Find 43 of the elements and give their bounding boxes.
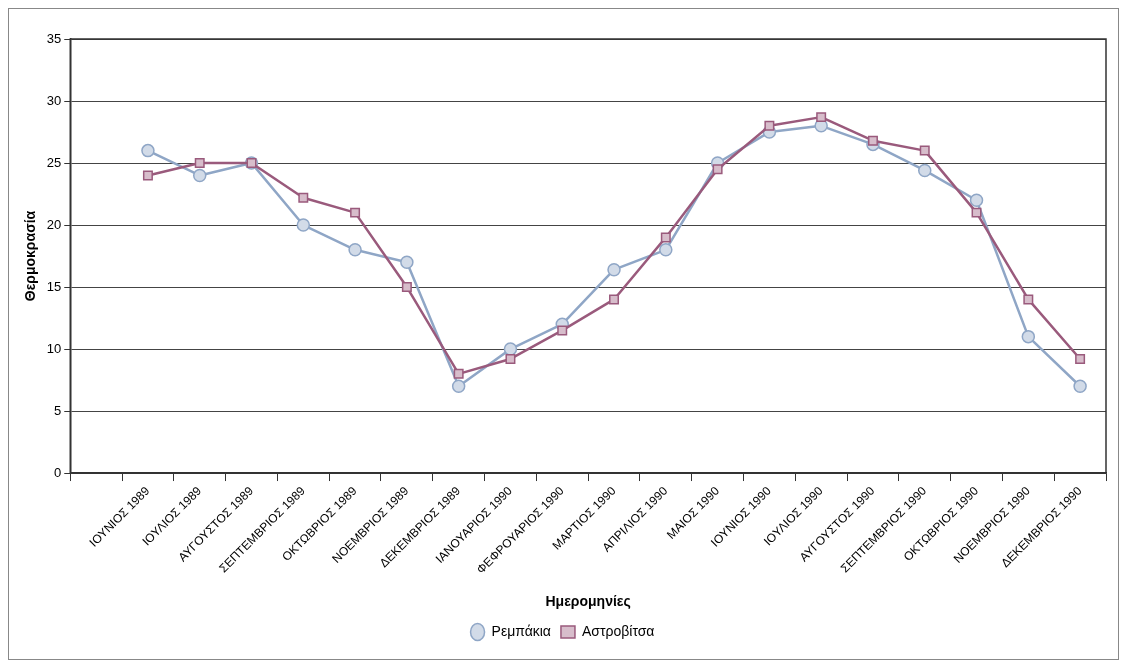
legend-label: Ρεμπάκια bbox=[491, 622, 551, 639]
point bbox=[1073, 379, 1087, 393]
point bbox=[712, 164, 723, 175]
y-axis-title: Θερμοκρασία bbox=[22, 210, 39, 302]
y-tick-label: 10 bbox=[46, 340, 62, 356]
point bbox=[1023, 294, 1034, 305]
y-tick-label: 25 bbox=[46, 154, 62, 170]
point bbox=[764, 120, 775, 131]
y-tick-label: 0 bbox=[54, 464, 62, 480]
point bbox=[969, 193, 984, 207]
y-tick-label: 20 bbox=[46, 216, 62, 232]
point bbox=[451, 379, 466, 393]
point bbox=[816, 112, 827, 123]
y-tick-label: 5 bbox=[54, 402, 62, 418]
x-axis-title: Ημερομηνίες bbox=[545, 593, 631, 610]
point bbox=[919, 145, 930, 156]
point bbox=[505, 353, 516, 364]
point bbox=[194, 158, 205, 169]
point bbox=[971, 207, 982, 218]
point bbox=[296, 218, 311, 232]
point bbox=[557, 325, 568, 336]
point bbox=[918, 163, 932, 178]
point bbox=[298, 192, 309, 203]
point bbox=[348, 243, 362, 257]
point bbox=[350, 207, 361, 218]
y-tick-label: 15 bbox=[46, 278, 62, 294]
point bbox=[401, 282, 412, 293]
point bbox=[1075, 353, 1086, 364]
point bbox=[867, 135, 878, 146]
point bbox=[1021, 329, 1036, 344]
point bbox=[141, 143, 155, 158]
y-tick-label: 35 bbox=[46, 30, 62, 46]
point bbox=[607, 262, 621, 277]
point bbox=[400, 255, 414, 269]
point bbox=[142, 170, 153, 181]
point bbox=[453, 368, 464, 379]
point bbox=[192, 168, 207, 183]
point bbox=[659, 243, 673, 257]
point bbox=[503, 342, 518, 356]
point bbox=[660, 232, 671, 243]
legend-label: Αστροβίτσα bbox=[581, 622, 655, 639]
point bbox=[609, 294, 620, 305]
y-tick-label: 30 bbox=[46, 92, 62, 108]
